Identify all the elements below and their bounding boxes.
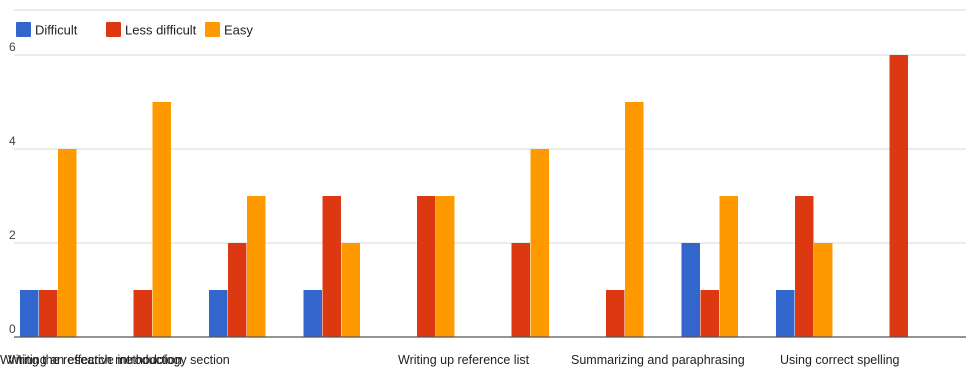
legend-swatch xyxy=(205,22,220,37)
bar-easy xyxy=(341,243,360,337)
bar-difficult xyxy=(209,290,228,337)
bar-less-difficult xyxy=(889,55,908,337)
x-category-label: Writing the research methodology section xyxy=(0,353,230,367)
bars xyxy=(20,55,908,337)
x-category-label: Summarizing and paraphrasing xyxy=(571,353,745,367)
y-tick-label: 6 xyxy=(9,40,16,54)
legend-label: Less difficult xyxy=(125,23,197,38)
bar-easy xyxy=(719,196,738,337)
legend-item-less-difficult[interactable]: Less difficult xyxy=(106,22,197,38)
x-category-label: Writing an effective introduction xyxy=(8,353,182,367)
bar-difficult xyxy=(20,290,39,337)
legend[interactable]: Difficult Less difficult Easy xyxy=(16,22,253,38)
bar-less-difficult xyxy=(700,290,719,337)
y-tick-label: 4 xyxy=(9,134,16,148)
legend-swatch xyxy=(106,22,121,37)
bar-easy xyxy=(625,102,644,337)
x-category-label: Writing up reference list xyxy=(398,353,530,367)
bar-less-difficult xyxy=(39,290,58,337)
legend-item-difficult[interactable]: Difficult xyxy=(16,22,78,38)
y-tick-label: 0 xyxy=(9,322,16,336)
bar-less-difficult xyxy=(511,243,530,337)
x-category-label: Using correct spelling xyxy=(780,353,900,367)
bar-less-difficult xyxy=(606,290,625,337)
bar-less-difficult xyxy=(795,196,814,337)
bar-easy xyxy=(530,149,549,337)
legend-swatch xyxy=(16,22,31,37)
bar-less-difficult xyxy=(322,196,341,337)
bar-easy xyxy=(436,196,455,337)
bar-less-difficult xyxy=(228,243,247,337)
legend-label: Easy xyxy=(224,23,253,38)
bar-easy xyxy=(152,102,171,337)
legend-label: Difficult xyxy=(35,23,78,38)
bar-less-difficult xyxy=(417,196,436,337)
bar-less-difficult xyxy=(133,290,152,337)
bar-difficult xyxy=(776,290,795,337)
bar-easy xyxy=(247,196,266,337)
y-tick-label: 2 xyxy=(9,228,16,242)
bar-difficult xyxy=(681,243,700,337)
bar-easy xyxy=(58,149,77,337)
bar-easy xyxy=(814,243,833,337)
bar-difficult xyxy=(303,290,322,337)
legend-item-easy[interactable]: Easy xyxy=(205,22,253,38)
